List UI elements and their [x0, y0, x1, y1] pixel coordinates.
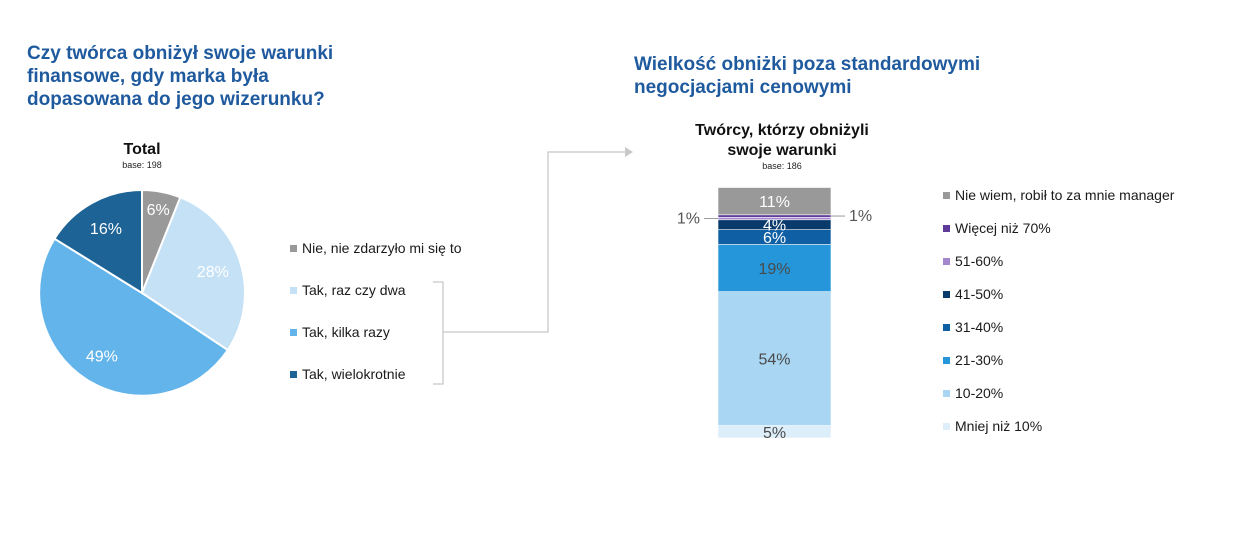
legend-label: 41-50% — [955, 286, 1004, 302]
legend-bracket — [433, 281, 444, 385]
bar-chart-base: base: 186 — [762, 161, 802, 171]
legend-swatch — [943, 357, 950, 364]
pie-chart — [38, 188, 246, 397]
bar-segment-label: 1% — [677, 211, 700, 228]
bar-segment-label: 5% — [763, 425, 786, 442]
legend-swatch — [290, 287, 297, 294]
legend-swatch — [943, 423, 950, 430]
bar-segment-label: 11% — [759, 194, 790, 211]
legend-label: Nie, nie zdarzyło mi się to — [302, 240, 462, 256]
pie-slice — [53, 188, 143, 295]
connector-line — [443, 151, 625, 333]
legend-swatch — [943, 258, 950, 265]
legend-label: Tak, raz czy dwa — [302, 282, 406, 298]
legend-label: 10-20% — [955, 385, 1004, 401]
connector-arrowhead — [625, 147, 633, 157]
legend-swatch — [290, 329, 297, 336]
legend-label: Tak, kilka razy — [302, 324, 390, 340]
left-heading: Czy twórca obniżył swoje warunki finanso… — [27, 43, 334, 110]
legend-swatch — [290, 245, 297, 252]
bar-segment — [717, 291, 832, 426]
legend-swatch — [943, 324, 950, 331]
legend-swatch — [943, 390, 950, 397]
legend-label: 51-60% — [955, 253, 1004, 269]
bar-segment-label: 1% — [849, 208, 872, 225]
pie-slice-label: 16% — [90, 221, 122, 238]
bar-legend: Nie wiem, robił to za mnie manager Więcej… — [943, 187, 1223, 447]
bar-segment-label: 19% — [758, 261, 790, 278]
legend-label: 31-40% — [955, 319, 1004, 335]
legend-swatch — [943, 192, 950, 199]
bar-segment-label: 6% — [763, 230, 786, 247]
pie-chart-title: Total — [123, 141, 161, 158]
legend-label: 21-30% — [955, 352, 1004, 368]
pie-slice-label: 6% — [147, 202, 170, 219]
bar-chart-title: Twórcy, którzy obniżyli swoje warunki — [695, 122, 869, 159]
pie-slice-label: 49% — [86, 348, 118, 365]
bar-segment — [717, 187, 832, 216]
pie-slice — [38, 237, 230, 397]
pie-slice — [140, 196, 246, 352]
legend-label: Mniej niż 10% — [955, 418, 1043, 434]
legend-swatch — [943, 225, 950, 232]
stacked-bar — [717, 187, 832, 439]
pie-chart-base: base: 198 — [122, 160, 162, 170]
legend-label: Więcej niż 70% — [955, 220, 1051, 236]
right-heading: Wielkość obniżki poza standardowymi nego… — [634, 54, 981, 98]
pie-legend: Nie, nie zdarzyło mi się to Tak, raz czy … — [290, 240, 510, 400]
bar-segment-label: 4% — [763, 218, 786, 235]
bar-segment — [717, 244, 832, 292]
legend-label: Tak, wielokrotnie — [302, 366, 406, 382]
legend-label: Nie wiem, robił to za mnie manager — [955, 187, 1175, 203]
bar-segment-label: 54% — [758, 352, 790, 369]
legend-swatch — [943, 291, 950, 298]
pie-slice-label: 28% — [197, 264, 229, 281]
legend-swatch — [290, 371, 297, 378]
